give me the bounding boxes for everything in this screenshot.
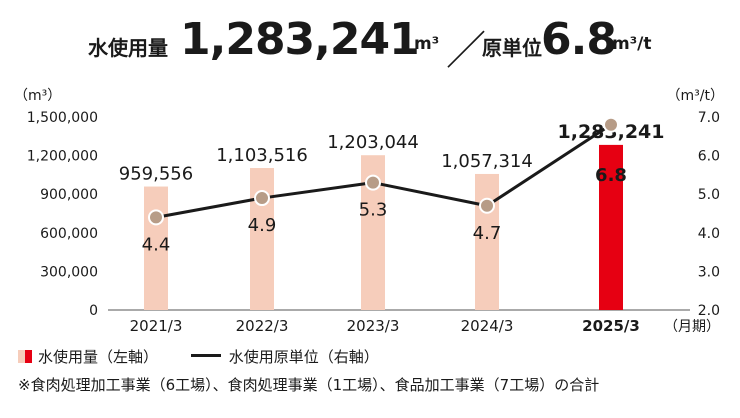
y-right-tick-label: 7.0 [698, 110, 720, 126]
legend-item-line: 水使用原単位（右軸） [190, 346, 379, 367]
legend-line-label: 水使用原単位（右軸） [228, 348, 379, 366]
legend-bar-swatch [18, 349, 32, 363]
x-tick-label: 2021/3 [130, 317, 183, 335]
bar [144, 186, 168, 310]
intensity-data-label: 4.9 [248, 215, 277, 236]
legend: 水使用量（左軸） 水使用原単位（右軸） [18, 346, 407, 367]
x-unit-label: （月期） [664, 319, 720, 335]
legend-line-swatch [190, 354, 221, 357]
x-tick-label: 2022/3 [236, 317, 289, 335]
intensity-marker [479, 197, 495, 214]
headline-usage-unit: m³ [414, 34, 440, 54]
y-left-tick-label: 300,000 [40, 264, 98, 280]
x-tick-label: 2024/3 [461, 317, 514, 335]
intensity-marker [148, 209, 164, 226]
y-right-tick-label: 5.0 [698, 187, 720, 203]
y-left-tick-label: 1,200,000 [27, 149, 98, 165]
chart-plot: （m³） 0 300,000 600,000 900,000 1,200,000 1,500… [14, 88, 724, 335]
x-tick-label: 2025/3 [582, 317, 640, 335]
footnote: ※食肉処理加工事業（6工場）、食肉処理事業（1工場）、食品加工事業（7工場）の合… [18, 376, 600, 394]
y-left-tick-label: 900,000 [40, 187, 98, 203]
headline-usage-value: 1,283,241 [180, 14, 420, 65]
y-right-unit-label: （m³/t） [667, 88, 724, 104]
x-tick-label: 2023/3 [347, 317, 400, 335]
headline-intensity-label: 原単位 [482, 36, 542, 60]
bar [475, 173, 499, 310]
headline-divider: ／ [446, 28, 486, 74]
bar-data-label: 1,203,044 [327, 132, 419, 153]
intensity-data-label: 5.3 [359, 200, 388, 221]
y-right-tick-label: 3.0 [698, 264, 720, 280]
bar-data-label: 1,103,516 [216, 145, 308, 166]
y-left-tick-label: 0 [89, 303, 98, 319]
bar [250, 168, 274, 310]
y-left-tick-label: 1,500,000 [27, 110, 98, 126]
intensity-data-label: 4.7 [473, 223, 502, 244]
intensity-marker [603, 116, 619, 133]
intensity-marker [365, 174, 381, 191]
y-left-tick-label: 600,000 [40, 226, 98, 242]
intensity-data-label: 6.8 [595, 165, 627, 186]
y-right-tick-label: 2.0 [698, 303, 720, 319]
intensity-marker [254, 190, 270, 207]
bar [599, 144, 623, 310]
y-right-tick-label: 6.0 [698, 149, 720, 165]
headline: 水使用量 1,283,241 m³ ／ 原単位 6.8 m³/t [0, 8, 740, 74]
legend-bar-label: 水使用量（左軸） [38, 348, 159, 366]
legend-item-bar: 水使用量（左軸） [18, 346, 158, 367]
bar-data-label: 1,057,314 [441, 151, 533, 172]
intensity-data-label: 4.4 [142, 234, 171, 255]
headline-intensity-unit: m³/t [612, 34, 652, 54]
y-left-unit-label: （m³） [14, 88, 61, 104]
bar-data-label: 959,556 [119, 164, 193, 185]
y-right-tick-label: 4.0 [698, 226, 720, 242]
headline-intensity-value: 6.8 [541, 14, 617, 65]
headline-usage-label: 水使用量 [88, 36, 168, 60]
